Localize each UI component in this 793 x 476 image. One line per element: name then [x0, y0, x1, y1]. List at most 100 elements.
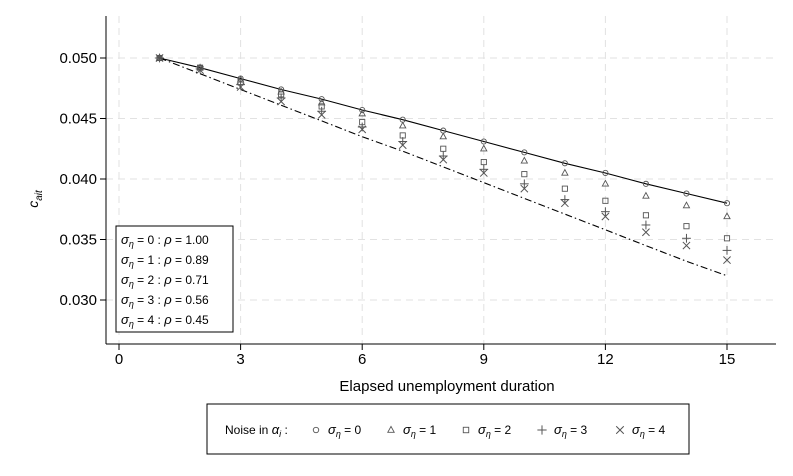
point-s1-7-shape — [398, 121, 407, 129]
eta-subscript: η — [129, 279, 134, 289]
x-tick-labels: 0 3 6 9 12 15 — [115, 351, 736, 368]
legend-eta: η — [411, 429, 416, 439]
legend-marker-4-b — [615, 425, 625, 435]
point-s4-5-b — [317, 110, 326, 119]
sigma-value: = 3 : — [134, 293, 164, 307]
legend-value: = 2 — [491, 423, 512, 437]
point-s1-14 — [682, 201, 691, 209]
point-s0-5-shape — [318, 96, 325, 103]
point-s0-15-shape — [723, 200, 731, 207]
correlation-row-3: ση = 3 : ρ = 0.56 — [121, 292, 209, 309]
legend-marker-0-shape — [312, 426, 320, 434]
point-s1-11-shape — [561, 168, 569, 176]
rho-value: = 1.00 — [172, 233, 209, 247]
point-s4-6 — [358, 125, 367, 134]
point-s4-6-b — [358, 125, 367, 134]
rho-symbol: ρ — [163, 252, 172, 267]
point-s1-15 — [723, 212, 731, 220]
x-tick-label-4: 12 — [597, 351, 614, 368]
point-s4-2-b — [196, 66, 205, 75]
point-s4-15 — [723, 256, 731, 265]
y-tick-label-1: 0.035 — [59, 232, 97, 249]
point-s2-15 — [723, 235, 731, 242]
point-s4-2 — [196, 66, 205, 75]
rho-symbol: ρ — [163, 272, 172, 287]
point-s4-8-b — [439, 155, 448, 164]
point-s0-13 — [642, 180, 649, 187]
legend-marker-4 — [615, 425, 625, 435]
point-s2-15-shape — [723, 235, 731, 242]
point-s1-9 — [479, 144, 488, 152]
legend: Noise in αi : ση = 0 ση = 1 ση = 2 ση = 3 ση … — [206, 403, 690, 455]
series-3 — [155, 53, 732, 255]
legend-title-pre: Noise in — [225, 423, 272, 437]
point-s1-13-shape — [642, 191, 650, 199]
legend-frame — [206, 403, 690, 455]
point-s4-7 — [398, 141, 407, 150]
point-s0-13-shape — [642, 180, 649, 187]
legend-eta: η — [336, 429, 341, 439]
point-s2-8 — [440, 145, 447, 152]
legend-marker-3 — [537, 425, 547, 435]
point-s2-14-shape — [683, 223, 690, 230]
point-s1-10 — [520, 156, 529, 164]
sigma-symbol: σ — [121, 292, 130, 307]
correlation-row-1: ση = 1 : ρ = 0.89 — [121, 252, 209, 269]
point-s2-9-shape — [480, 159, 487, 166]
sigma-value: = 4 : — [134, 313, 164, 327]
point-s4-8 — [439, 155, 448, 164]
point-s4-13 — [641, 228, 650, 237]
point-s3-10 — [519, 179, 529, 189]
point-s4-1-b — [155, 54, 164, 62]
eta-subscript: η — [129, 319, 134, 329]
reference-lines — [159, 57, 728, 277]
point-s1-8-shape — [439, 132, 448, 140]
y-tick-label-2: 0.040 — [59, 171, 97, 188]
point-s1-7 — [398, 121, 407, 129]
rho-symbol: ρ — [163, 312, 172, 327]
eta-subscript: η — [129, 239, 134, 249]
correlation-box-frame — [115, 225, 234, 333]
point-s0-5 — [318, 96, 325, 103]
series-2 — [156, 54, 731, 242]
point-s4-4 — [277, 97, 286, 106]
dashdot-line — [159, 57, 728, 277]
point-s2-14 — [683, 223, 690, 230]
sigma-symbol: σ — [121, 232, 130, 247]
point-s0-12 — [602, 169, 609, 176]
point-s4-14-b — [682, 241, 691, 250]
point-s0-14 — [683, 190, 690, 197]
x-tick-label-1: 3 — [236, 351, 244, 368]
series-0 — [156, 54, 731, 207]
legend-sigma: σ — [328, 422, 337, 437]
x-tick-label-3: 9 — [480, 351, 488, 368]
correlation-row-2: ση = 2 : ρ = 0.71 — [121, 272, 209, 289]
point-s2-12-shape — [602, 197, 609, 204]
point-s4-3-b — [236, 83, 245, 91]
point-s4-5 — [317, 110, 326, 119]
point-s0-10 — [521, 149, 528, 156]
point-s0-9 — [480, 138, 487, 145]
legend-title-var: α — [272, 422, 280, 437]
legend-sigma: σ — [478, 422, 487, 437]
point-s0-11-shape — [561, 160, 568, 167]
point-s1-12-shape — [601, 179, 610, 187]
rho-value: = 0.89 — [172, 253, 209, 267]
point-s4-9-b — [479, 168, 488, 177]
point-s4-14 — [682, 241, 691, 250]
legend-sigma: σ — [554, 422, 563, 437]
x-tick-label-2: 6 — [358, 351, 366, 368]
y-tick-label-4: 0.050 — [59, 50, 97, 67]
legend-label-2: ση = 2 — [478, 422, 512, 439]
point-s1-14-shape — [682, 201, 691, 209]
legend-marker-1-shape — [387, 425, 395, 433]
rho-value: = 0.56 — [172, 293, 209, 307]
legend-eta: η — [640, 429, 645, 439]
point-s0-12-shape — [602, 169, 609, 176]
point-s2-10-shape — [521, 171, 528, 178]
point-s4-9 — [479, 168, 488, 177]
point-s1-5 — [317, 98, 326, 106]
rho-value: = 0.45 — [172, 313, 209, 327]
point-s2-9 — [480, 159, 487, 166]
